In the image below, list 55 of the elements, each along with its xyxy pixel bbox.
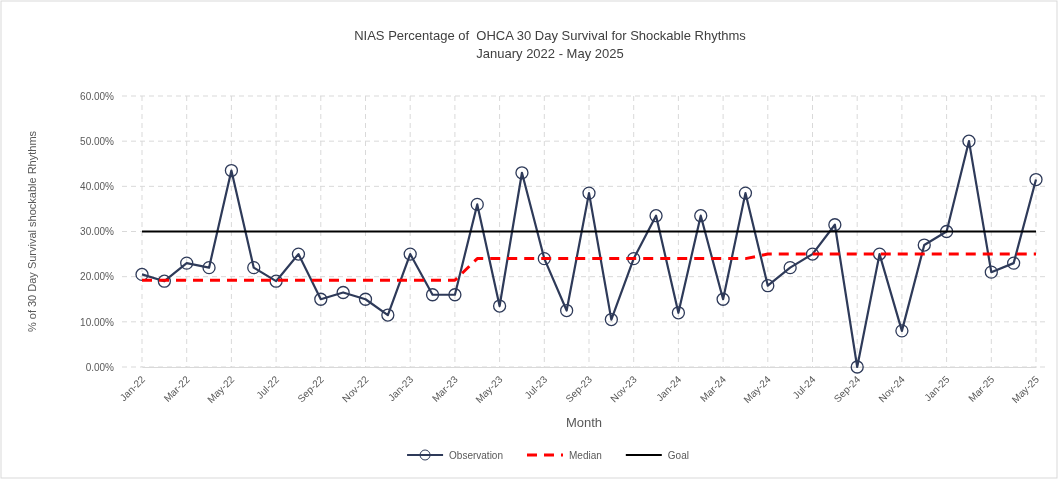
point xyxy=(202,260,216,275)
point xyxy=(269,274,283,288)
legend-label: Observation xyxy=(449,450,503,461)
y-tick-label: 50.00% xyxy=(80,135,115,147)
point xyxy=(560,303,574,318)
point xyxy=(828,218,842,232)
point xyxy=(135,267,149,282)
point xyxy=(336,285,350,300)
x-axis-title: Month xyxy=(565,415,603,430)
point xyxy=(694,209,708,223)
y-tick-label: 10.00% xyxy=(80,316,115,328)
point xyxy=(984,265,998,279)
point xyxy=(157,274,171,288)
point xyxy=(1007,256,1021,270)
y-tick-label: 40.00% xyxy=(80,181,115,193)
point xyxy=(425,288,440,302)
point xyxy=(783,260,797,275)
y-tick-label: 60.00% xyxy=(80,90,115,102)
point xyxy=(381,308,395,322)
y-tick-label: 0.00% xyxy=(85,361,115,373)
point xyxy=(917,238,931,252)
point xyxy=(850,360,864,374)
point xyxy=(604,312,618,327)
point xyxy=(470,197,484,212)
point xyxy=(358,292,373,306)
y-tick-label: 20.00% xyxy=(80,271,115,283)
y-tick-label: 30.00% xyxy=(80,226,115,238)
point xyxy=(537,251,551,266)
point xyxy=(492,299,507,313)
point xyxy=(716,292,730,306)
point xyxy=(224,163,239,178)
point xyxy=(403,247,417,261)
point xyxy=(805,247,820,261)
chart-subtitle: January 2022 - May 2025 xyxy=(476,46,624,61)
point xyxy=(895,324,909,338)
point xyxy=(738,186,753,200)
y-axis-title: % of 30 Day Survival shockable Rhythms xyxy=(26,130,38,333)
point xyxy=(180,256,194,270)
point xyxy=(627,251,641,266)
point xyxy=(962,134,976,148)
point xyxy=(291,247,306,261)
point xyxy=(1029,172,1043,187)
legend-label: Goal xyxy=(667,450,689,461)
point xyxy=(448,288,462,302)
legend-label: Median xyxy=(568,450,602,461)
point xyxy=(649,209,663,223)
point xyxy=(314,292,328,306)
point xyxy=(515,166,529,180)
point xyxy=(939,224,954,239)
chart-title: NIAS Percentage of OHCA 30 Day Survival for Shockable Rhythms xyxy=(354,28,747,43)
point xyxy=(247,260,261,275)
point xyxy=(671,306,686,320)
point xyxy=(582,186,596,200)
point xyxy=(872,247,887,261)
point xyxy=(761,279,775,293)
